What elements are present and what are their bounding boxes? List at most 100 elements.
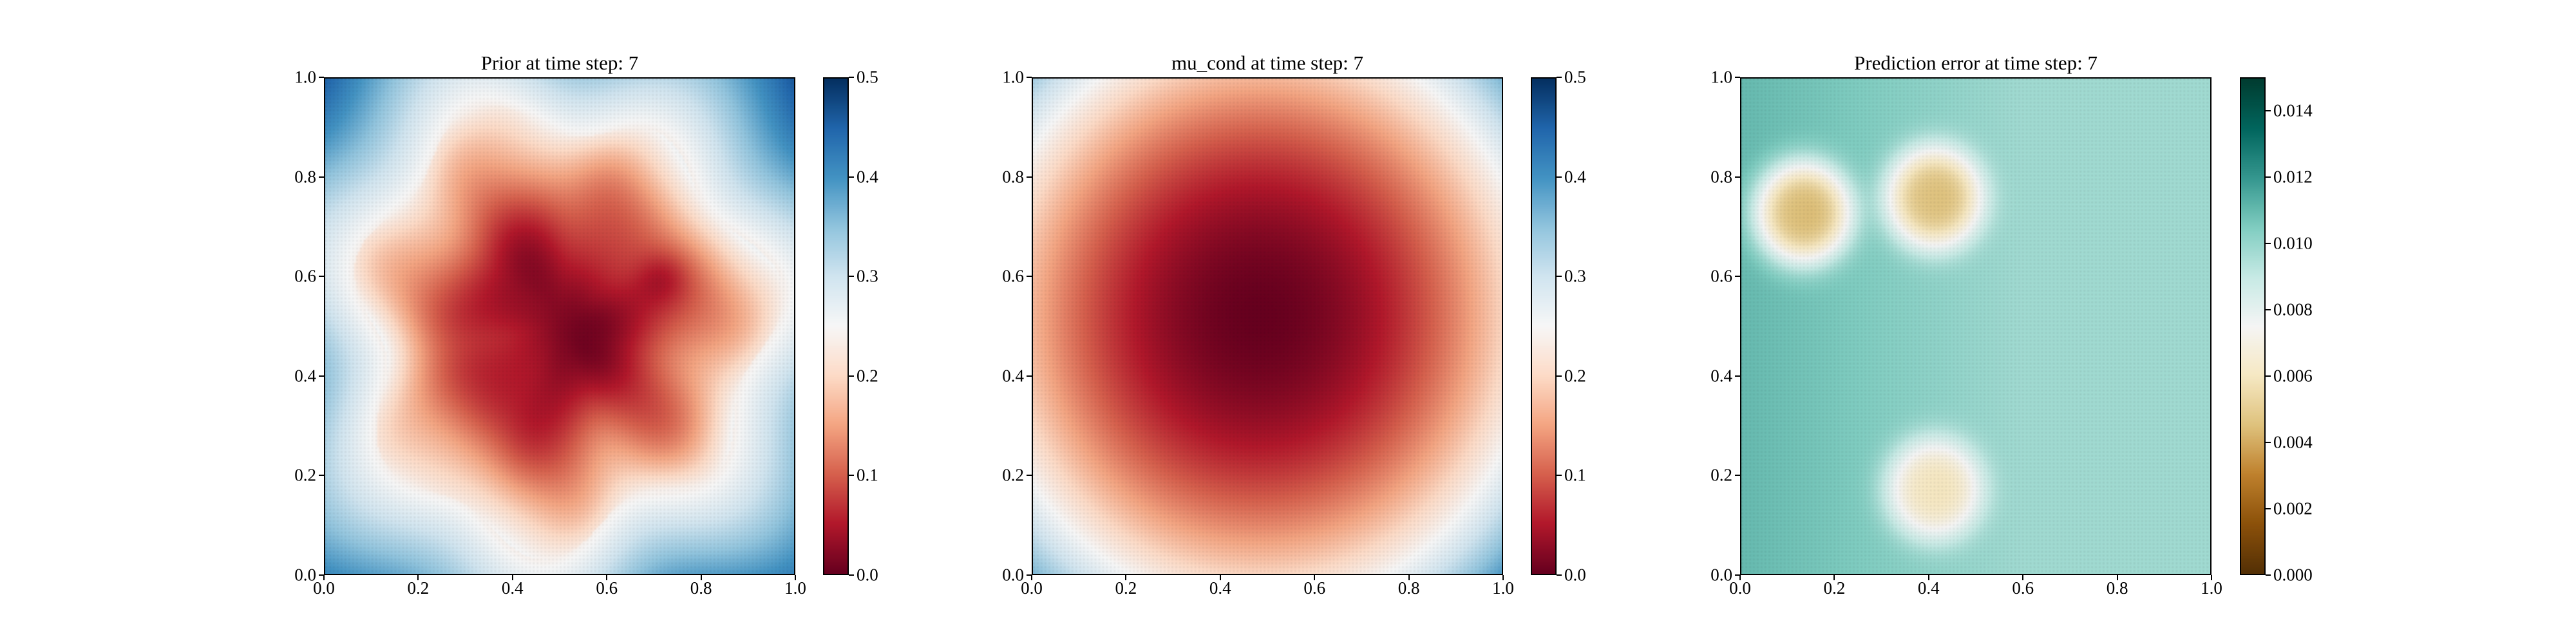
x-tick-label: 0.0 [1729, 578, 1751, 598]
x-tickmark [417, 575, 419, 580]
colorbar-tickmark [2266, 242, 2271, 244]
y-tick-label: 0.2 [1710, 465, 1732, 485]
y-tick-label: 0.4 [294, 366, 316, 386]
x-tickmark [1502, 575, 1504, 580]
colorbar-tickmark [1557, 176, 1562, 178]
y-tickmark [1027, 276, 1032, 278]
x-tickmark [1739, 575, 1741, 580]
colorbar-tickmark [1557, 77, 1562, 78]
x-tickmark [795, 575, 796, 580]
colorbar-tickmark [2266, 441, 2271, 443]
heatmap-prediction-error-canvas [1741, 79, 2210, 574]
x-tickmark [323, 575, 325, 580]
heatmap-mu-cond-canvas [1033, 79, 1502, 574]
y-tickmark [1735, 574, 1740, 576]
colorbar-tick-label: 0.004 [2273, 432, 2313, 452]
colorbar-tickmark [2266, 574, 2271, 576]
y-tickmark [319, 276, 324, 278]
x-tick-label: 0.4 [1917, 578, 1940, 598]
colorbar-tickmark [849, 475, 854, 477]
colorbar-tickmark [849, 276, 854, 278]
y-tickmark [1027, 375, 1032, 377]
x-tickmark [2211, 575, 2212, 580]
colorbar-mu-cond [1531, 77, 1557, 575]
colorbar-tick-label: 0.4 [1564, 167, 1586, 187]
x-tickmark [1408, 575, 1410, 580]
x-tickmark [700, 575, 702, 580]
x-tickmark [1219, 575, 1221, 580]
y-tickmark [319, 574, 324, 576]
y-tick-label: 0.8 [1710, 167, 1732, 187]
colorbar-prediction-error-canvas [2241, 79, 2264, 574]
y-tickmark [319, 475, 324, 477]
colorbar-tick-label: 0.012 [2273, 167, 2313, 187]
colorbar-tick-label: 0.0 [1564, 565, 1586, 585]
colorbar-tickmark [2266, 176, 2271, 178]
x-tick-label: 0.8 [690, 578, 712, 598]
colorbar-tick-label: 0.002 [2273, 498, 2313, 518]
x-tick-label: 0.0 [1021, 578, 1043, 598]
panel-prior: Prior at time step: 7 0.0 0.2 0.4 0.6 0.8 1.0… [0, 0, 878, 644]
colorbar-tickmark [1557, 574, 1562, 576]
y-tick-label: 1.0 [1002, 67, 1024, 87]
chart-title-prediction-error: Prediction error at time step: 7 [1854, 52, 2098, 74]
y-tick-label: 0.8 [294, 167, 316, 187]
y-tickmark [1735, 475, 1740, 477]
colorbar-tickmark [1557, 475, 1562, 477]
y-tick-label: 0.2 [1002, 465, 1024, 485]
colorbar-tick-label: 0.0 [857, 565, 878, 585]
y-tick-label: 0.8 [1002, 167, 1024, 187]
y-tick-label: 0.0 [1002, 565, 1024, 585]
x-tick-label: 0.2 [1115, 578, 1137, 598]
heatmap-prediction-error [1740, 77, 2211, 575]
y-tick-label: 1.0 [1710, 67, 1732, 87]
x-tick-label: 0.6 [2012, 578, 2034, 598]
colorbar-tickmark [1557, 276, 1562, 278]
heatmap-prior-canvas [325, 79, 794, 574]
y-tickmark [319, 77, 324, 78]
y-tick-label: 0.0 [1710, 565, 1732, 585]
x-tick-label: 0.8 [1397, 578, 1420, 598]
x-tick-label: 0.2 [407, 578, 430, 598]
y-tickmark [1735, 276, 1740, 278]
colorbar-tickmark [849, 77, 854, 78]
x-tickmark [1927, 575, 1929, 580]
x-tickmark [606, 575, 608, 580]
y-tick-label: 0.6 [1002, 266, 1024, 286]
colorbar-tickmark [1557, 375, 1562, 377]
colorbar-tick-label: 0.1 [857, 465, 878, 485]
y-tickmark [319, 375, 324, 377]
y-tick-label: 0.6 [1710, 266, 1732, 286]
colorbar-tickmark [2266, 375, 2271, 377]
x-tickmark [511, 575, 513, 580]
colorbar-prior-canvas [824, 79, 848, 574]
y-tickmark [319, 176, 324, 178]
colorbar-tick-label: 0.3 [1564, 266, 1586, 286]
x-tickmark [2022, 575, 2024, 580]
chart-title-mu-cond: mu_cond at time step: 7 [1171, 52, 1363, 74]
y-tick-label: 0.0 [294, 565, 316, 585]
x-tickmark [1125, 575, 1127, 580]
x-tick-label: 0.6 [596, 578, 618, 598]
colorbar-tickmark [2266, 109, 2271, 111]
x-tick-label: 0.0 [313, 578, 335, 598]
x-tick-label: 1.0 [2201, 578, 2222, 598]
colorbar-tick-label: 0.006 [2273, 366, 2313, 386]
x-tickmark [1314, 575, 1316, 580]
colorbar-tick-label: 0.4 [857, 167, 878, 187]
y-tick-label: 0.4 [1710, 366, 1732, 386]
x-tick-label: 0.6 [1303, 578, 1326, 598]
x-tickmark [2116, 575, 2118, 580]
colorbar-tick-label: 0.1 [1564, 465, 1586, 485]
x-tick-label: 0.2 [1823, 578, 1846, 598]
colorbar-mu-cond-canvas [1532, 79, 1555, 574]
colorbar-tick-label: 0.5 [1564, 67, 1586, 87]
colorbar-tick-label: 0.014 [2273, 100, 2313, 120]
x-tick-label: 1.0 [1492, 578, 1514, 598]
x-tick-label: 0.4 [501, 578, 524, 598]
y-tick-label: 0.4 [1002, 366, 1024, 386]
x-tickmark [1833, 575, 1835, 580]
colorbar-tick-label: 0.2 [857, 366, 878, 386]
colorbar-tick-label: 0.000 [2273, 565, 2313, 585]
panel-mu-cond: mu_cond at time step: 7 0.0 0.2 0.4 0.6 0.8 1… [0, 0, 1586, 644]
